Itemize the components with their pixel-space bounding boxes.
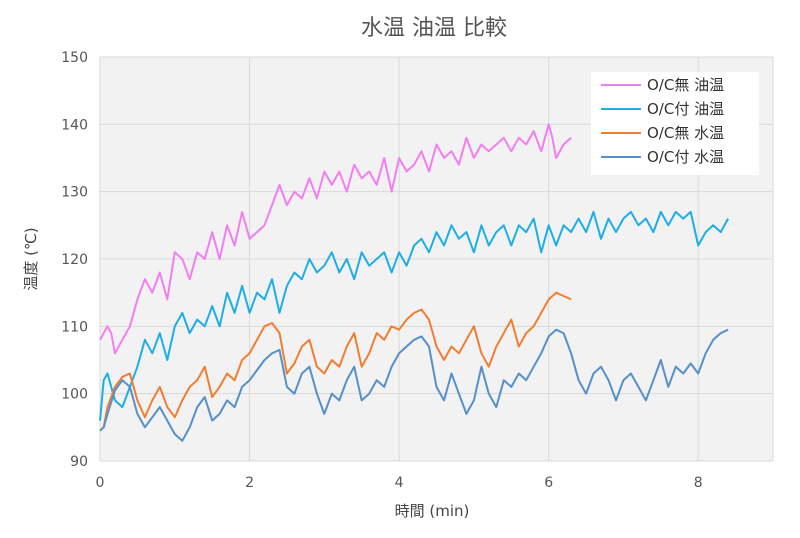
x-tick-label: 0 bbox=[96, 475, 105, 491]
legend-label: O/C付 水温 bbox=[647, 148, 724, 166]
series-line bbox=[99, 123, 572, 355]
series-line bbox=[99, 210, 729, 421]
y-tick-label: 90 bbox=[70, 454, 88, 470]
y-tick-label: 140 bbox=[61, 117, 88, 133]
x-axis-ticks: 0 2 4 6 8 bbox=[96, 475, 703, 491]
y-tick-label: 110 bbox=[61, 319, 88, 335]
legend: O/C無 油温 O/C付 油温 O/C無 水温 O/C付 水温 bbox=[591, 72, 759, 175]
x-tick-label: 6 bbox=[544, 475, 553, 491]
y-tick-label: 100 bbox=[61, 387, 88, 403]
x-tick-label: 8 bbox=[694, 475, 703, 491]
y-tick-label: 150 bbox=[61, 50, 88, 66]
legend-label: O/C付 油温 bbox=[647, 100, 724, 118]
legend-label: O/C無 油温 bbox=[647, 76, 724, 94]
x-tick-label: 2 bbox=[245, 475, 254, 491]
series-lines bbox=[99, 123, 729, 442]
y-tick-label: 130 bbox=[61, 185, 88, 201]
x-tick-label: 4 bbox=[395, 475, 404, 491]
y-tick-label: 120 bbox=[61, 252, 88, 268]
y-axis-ticks: 90 100 110 120 130 140 150 bbox=[61, 50, 88, 470]
x-axis-label: 時間 (min) bbox=[395, 502, 470, 520]
y-axis-label: 温度 (℃) bbox=[22, 227, 40, 290]
series-line bbox=[99, 328, 729, 442]
series-line bbox=[99, 291, 572, 432]
gridlines bbox=[99, 56, 774, 462]
chart-title: 水温 油温 比較 bbox=[361, 16, 507, 41]
legend-label: O/C無 水温 bbox=[647, 124, 724, 142]
